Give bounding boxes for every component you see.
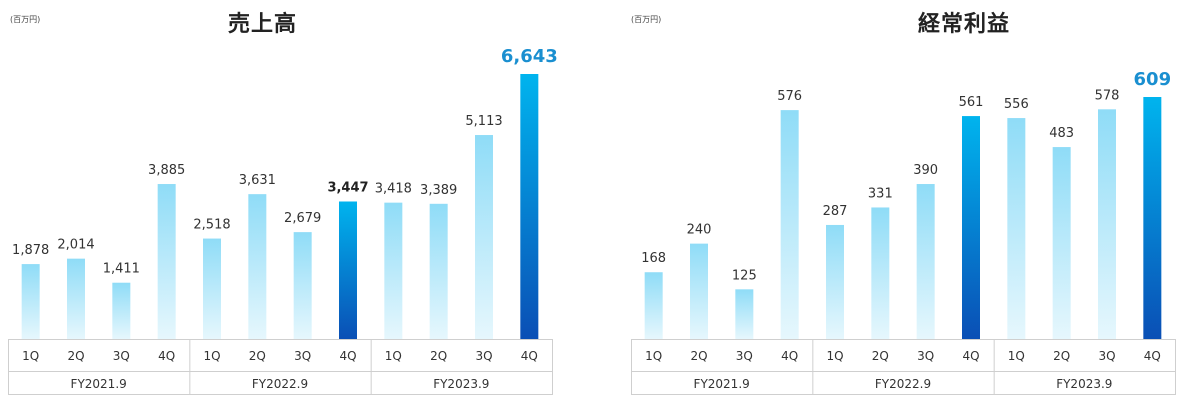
bar [735, 289, 754, 339]
category-label: 4Q [781, 349, 798, 363]
group-label: FY2022.9 [252, 377, 308, 391]
category-label: 3Q [736, 349, 753, 363]
data-label: 556 [1004, 97, 1029, 112]
bar [826, 224, 844, 339]
data-label: 240 [687, 223, 712, 238]
category-label: 1Q [385, 349, 402, 363]
category-label: 2Q [249, 349, 266, 363]
bar [1098, 109, 1116, 339]
category-label: 2Q [430, 349, 447, 363]
data-label: 1,878 [12, 243, 49, 258]
bar [1143, 97, 1162, 339]
sales-bar-chart: 1,878 2,014 1,411 3,885 2,518 3,631 2,679 3,447… [8, 46, 558, 395]
group-label: FY2023.9 [1056, 377, 1112, 391]
bar [916, 184, 935, 339]
data-label: 5,113 [465, 114, 502, 129]
bar [203, 238, 221, 339]
category-label: 1Q [1008, 349, 1025, 363]
bar [67, 258, 85, 339]
category-label: 4Q [1144, 349, 1161, 363]
category-label: 4Q [521, 349, 538, 363]
bar [248, 194, 267, 339]
bar [871, 207, 890, 339]
category-label: 4Q [339, 349, 356, 363]
bar [962, 116, 980, 340]
category-label: 2Q [872, 349, 889, 363]
bar [780, 110, 799, 339]
ordinary-profit-chart-panel: (百万円) 経常利益 168 240 125 576 287 331 390 561 556 48… [621, 0, 1183, 395]
group-label: FY2022.9 [875, 377, 931, 391]
bar [293, 232, 312, 339]
data-label: 2,679 [284, 211, 321, 226]
unit-label: (百万円) [10, 15, 41, 24]
sales-chart-panel: (百万円) 売上高 1,878 2,014 1,411 3,885 2,518 3,631… [0, 0, 560, 395]
category-label: 3Q [1098, 349, 1115, 363]
data-label: 3,631 [239, 173, 276, 188]
bar [475, 135, 493, 339]
unit-label: (百万円) [631, 15, 662, 24]
bar [339, 201, 357, 339]
data-label: 578 [1095, 88, 1120, 103]
bar [1052, 147, 1071, 339]
bar [112, 282, 131, 339]
bar [21, 264, 40, 339]
category-label: 3Q [917, 349, 934, 363]
bar [157, 184, 176, 339]
group-label: FY2021.9 [71, 377, 127, 391]
bar [384, 202, 403, 339]
category-label: 2Q [1053, 349, 1070, 363]
data-label: 6,643 [501, 46, 558, 67]
group-label: FY2023.9 [433, 377, 489, 391]
data-label: 125 [732, 268, 757, 283]
category-label: 1Q [645, 349, 662, 363]
category-label: 4Q [962, 349, 979, 363]
bar [1007, 118, 1026, 339]
category-label: 2Q [67, 349, 84, 363]
bar [429, 203, 448, 339]
data-label: 576 [777, 89, 802, 104]
data-label: 3,885 [148, 163, 185, 178]
data-label: 331 [868, 186, 893, 201]
data-label: 3,389 [420, 183, 457, 198]
data-label: 3,447 [327, 180, 368, 195]
category-label: 3Q [113, 349, 130, 363]
data-label: 2,014 [57, 238, 94, 253]
category-label: 1Q [203, 349, 220, 363]
chart-title: 売上高 [228, 12, 298, 37]
ordinary-profit-bar-chart: 168 240 125 576 287 331 390 561 556 483 578 609 1Q 2Q… [631, 69, 1176, 395]
bar [644, 272, 663, 339]
bar [520, 74, 539, 339]
category-label: 1Q [22, 349, 39, 363]
data-label: 483 [1049, 126, 1074, 141]
data-label: 609 [1134, 69, 1172, 90]
data-label: 168 [641, 251, 666, 266]
chart-title: 経常利益 [918, 12, 1011, 37]
category-label: 3Q [294, 349, 311, 363]
category-label: 4Q [158, 349, 175, 363]
data-label: 2,518 [193, 218, 230, 233]
data-label: 1,411 [103, 262, 140, 277]
category-label: 2Q [690, 349, 707, 363]
data-label: 3,418 [375, 182, 412, 197]
data-label: 390 [913, 163, 938, 178]
bar [690, 243, 708, 339]
category-label: 3Q [475, 349, 492, 363]
data-label: 287 [823, 204, 848, 219]
data-label: 561 [959, 95, 984, 110]
group-label: FY2021.9 [694, 377, 750, 391]
category-label: 1Q [826, 349, 843, 363]
